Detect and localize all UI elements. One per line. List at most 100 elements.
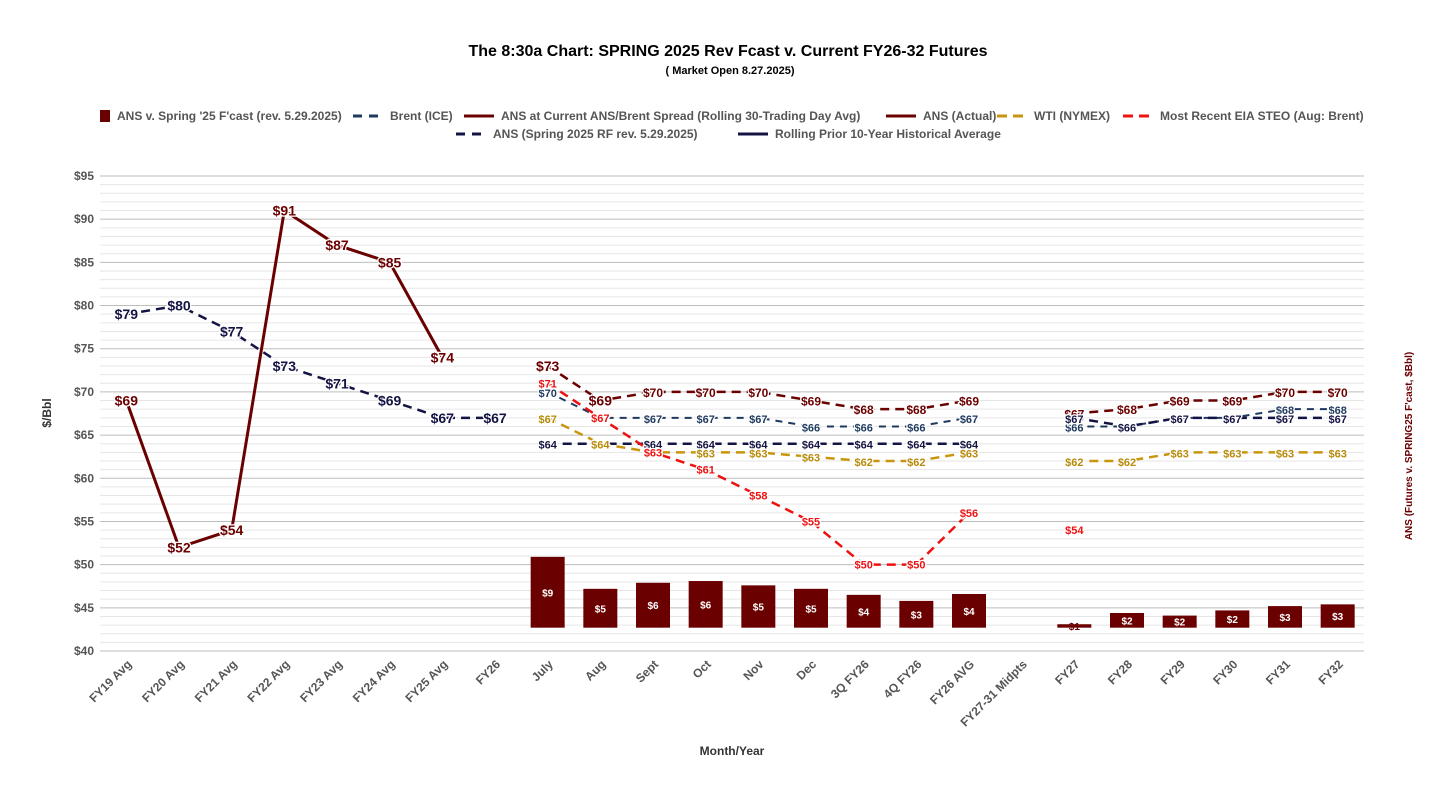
bar-label: $2 bbox=[1227, 615, 1239, 626]
x-tick-label: FY19 Avg bbox=[87, 657, 135, 705]
data-label: $67 bbox=[1223, 414, 1241, 426]
data-label: $67 bbox=[644, 414, 662, 426]
data-label: $66 bbox=[1118, 422, 1136, 434]
bar-label: $6 bbox=[700, 600, 712, 611]
data-label: $62 bbox=[1118, 457, 1136, 469]
data-label: $63 bbox=[1223, 448, 1241, 460]
data-label: $91 bbox=[273, 203, 297, 219]
y-tick-label: $75 bbox=[74, 342, 94, 356]
legend-label: Most Recent EIA STEO (Aug: Brent) bbox=[1160, 109, 1364, 123]
y-tick-label: $45 bbox=[74, 601, 94, 615]
data-label: $50 bbox=[854, 560, 872, 572]
x-tick-label: July bbox=[529, 657, 556, 684]
data-label: $67 bbox=[1170, 414, 1188, 426]
x-tick-label: FY28 bbox=[1105, 657, 1135, 687]
y-axis-ticks: $40 $45 $50 $55 $60 $65 $70 $75 $80 $85 $90 $95 bbox=[74, 169, 94, 658]
data-label: $66 bbox=[1065, 422, 1083, 434]
data-label: $67 bbox=[960, 414, 978, 426]
x-tick-label: FY27 bbox=[1052, 657, 1082, 687]
bar bbox=[1057, 624, 1092, 628]
data-label: $69 bbox=[589, 393, 613, 409]
data-label: $71 bbox=[538, 378, 556, 390]
bar-label: $5 bbox=[753, 603, 765, 614]
data-label: $71 bbox=[325, 375, 349, 391]
y2-axis-title: ANS (Futures v. SPRING25 F'cast, $Bbl) bbox=[1404, 352, 1415, 540]
data-label: $67 bbox=[696, 414, 714, 426]
x-tick-label: FY25 Avg bbox=[403, 657, 451, 705]
y-tick-label: $85 bbox=[74, 255, 94, 269]
data-label: $67 bbox=[538, 414, 556, 426]
data-label: $64 bbox=[538, 440, 557, 452]
data-label: $56 bbox=[960, 508, 978, 520]
data-label: $63 bbox=[802, 453, 820, 465]
x-tick-label: FY24 Avg bbox=[350, 657, 398, 705]
bar bbox=[530, 556, 565, 628]
bar bbox=[1215, 610, 1250, 628]
legend-label: ANS (Actual) bbox=[923, 109, 996, 123]
data-label: $64 bbox=[591, 440, 610, 452]
series-line-wti-nymex bbox=[1074, 451, 1338, 463]
x-axis-title: Month/Year bbox=[700, 744, 765, 758]
data-label: $64 bbox=[591, 440, 610, 452]
bar bbox=[583, 588, 618, 628]
x-tick-label: 4Q FY26 bbox=[881, 657, 925, 701]
y-tick-label: $60 bbox=[74, 471, 94, 485]
data-label: $74 bbox=[431, 349, 455, 365]
data-label: $63 bbox=[1328, 448, 1346, 460]
data-label: $67 bbox=[749, 414, 767, 426]
legend-label: ANS at Current ANS/Brent Spread (Rolling… bbox=[501, 109, 860, 123]
data-label: $80 bbox=[167, 298, 191, 314]
data-label: $66 bbox=[854, 422, 872, 434]
data-label: $69 bbox=[959, 395, 979, 409]
data-label: $67 bbox=[591, 413, 609, 425]
legend-label: Rolling Prior 10-Year Historical Average bbox=[775, 127, 1001, 141]
data-label: $69 bbox=[1222, 395, 1242, 409]
x-tick-label: Aug bbox=[582, 657, 608, 683]
data-label: $68 bbox=[906, 403, 926, 417]
legend-label: ANS (Spring 2025 RF rev. 5.29.2025) bbox=[493, 127, 698, 141]
series-line-ans-spring-2025-rf-rev-5-29-2025 bbox=[1074, 416, 1338, 428]
data-label: $67 bbox=[431, 410, 455, 426]
bar bbox=[1110, 613, 1144, 628]
data-label: $63 bbox=[960, 448, 978, 460]
data-label: $70 bbox=[1328, 386, 1348, 400]
legend-label: ANS v. Spring '25 F'cast (rev. 5.29.2025… bbox=[117, 109, 342, 123]
bar-label: $1 bbox=[1069, 622, 1081, 633]
bar bbox=[794, 588, 828, 628]
data-label: $85 bbox=[378, 254, 402, 270]
data-label: $79 bbox=[115, 306, 139, 322]
y-tick-label: $70 bbox=[74, 385, 94, 399]
data-labels: $9 $5 $6 $6 $5 $5 $4 $3 $4 $1 $2 $2 $2 $3 $3 $69 $52 $54 $… bbox=[113, 201, 1349, 633]
y-tick-label: $40 bbox=[74, 644, 94, 658]
data-label: $62 bbox=[854, 457, 872, 469]
data-label: $63 bbox=[644, 447, 662, 459]
legend: ANS v. Spring '25 F'cast (rev. 5.29.2025… bbox=[100, 109, 1364, 141]
bar-label: $2 bbox=[1121, 616, 1133, 627]
data-label: $69 bbox=[1170, 395, 1190, 409]
data-label: $68 bbox=[1117, 403, 1137, 417]
data-label: $66 bbox=[907, 422, 925, 434]
data-label: $64 bbox=[907, 440, 926, 452]
x-tick-label: FY26 AVG bbox=[927, 657, 977, 707]
bar bbox=[1320, 604, 1355, 628]
x-tick-label: Oct bbox=[690, 657, 714, 681]
data-label: $73 bbox=[536, 358, 560, 374]
x-tick-label: FY32 bbox=[1316, 657, 1346, 687]
series-line-rolling-prior-10-year-historical-average bbox=[126, 304, 495, 420]
data-label: $63 bbox=[1170, 448, 1188, 460]
data-label: $67 bbox=[1065, 414, 1083, 426]
data-label: $61 bbox=[696, 465, 714, 477]
y-tick-label: $80 bbox=[74, 299, 94, 313]
y-tick-label: $90 bbox=[74, 212, 94, 226]
x-tick-label: Dec bbox=[794, 657, 820, 683]
bar-label: $3 bbox=[1332, 612, 1344, 623]
bar-label: $2 bbox=[1174, 618, 1186, 629]
bar bbox=[688, 581, 723, 628]
data-label: $67 bbox=[1170, 414, 1188, 426]
series-line-most-recent-eia-steo-aug-brent bbox=[546, 382, 970, 566]
data-label: $68 bbox=[854, 403, 874, 417]
series-line-wti-nymex bbox=[547, 416, 970, 463]
x-tick-label: FY26 bbox=[473, 657, 503, 687]
legend-swatch bbox=[100, 110, 110, 122]
